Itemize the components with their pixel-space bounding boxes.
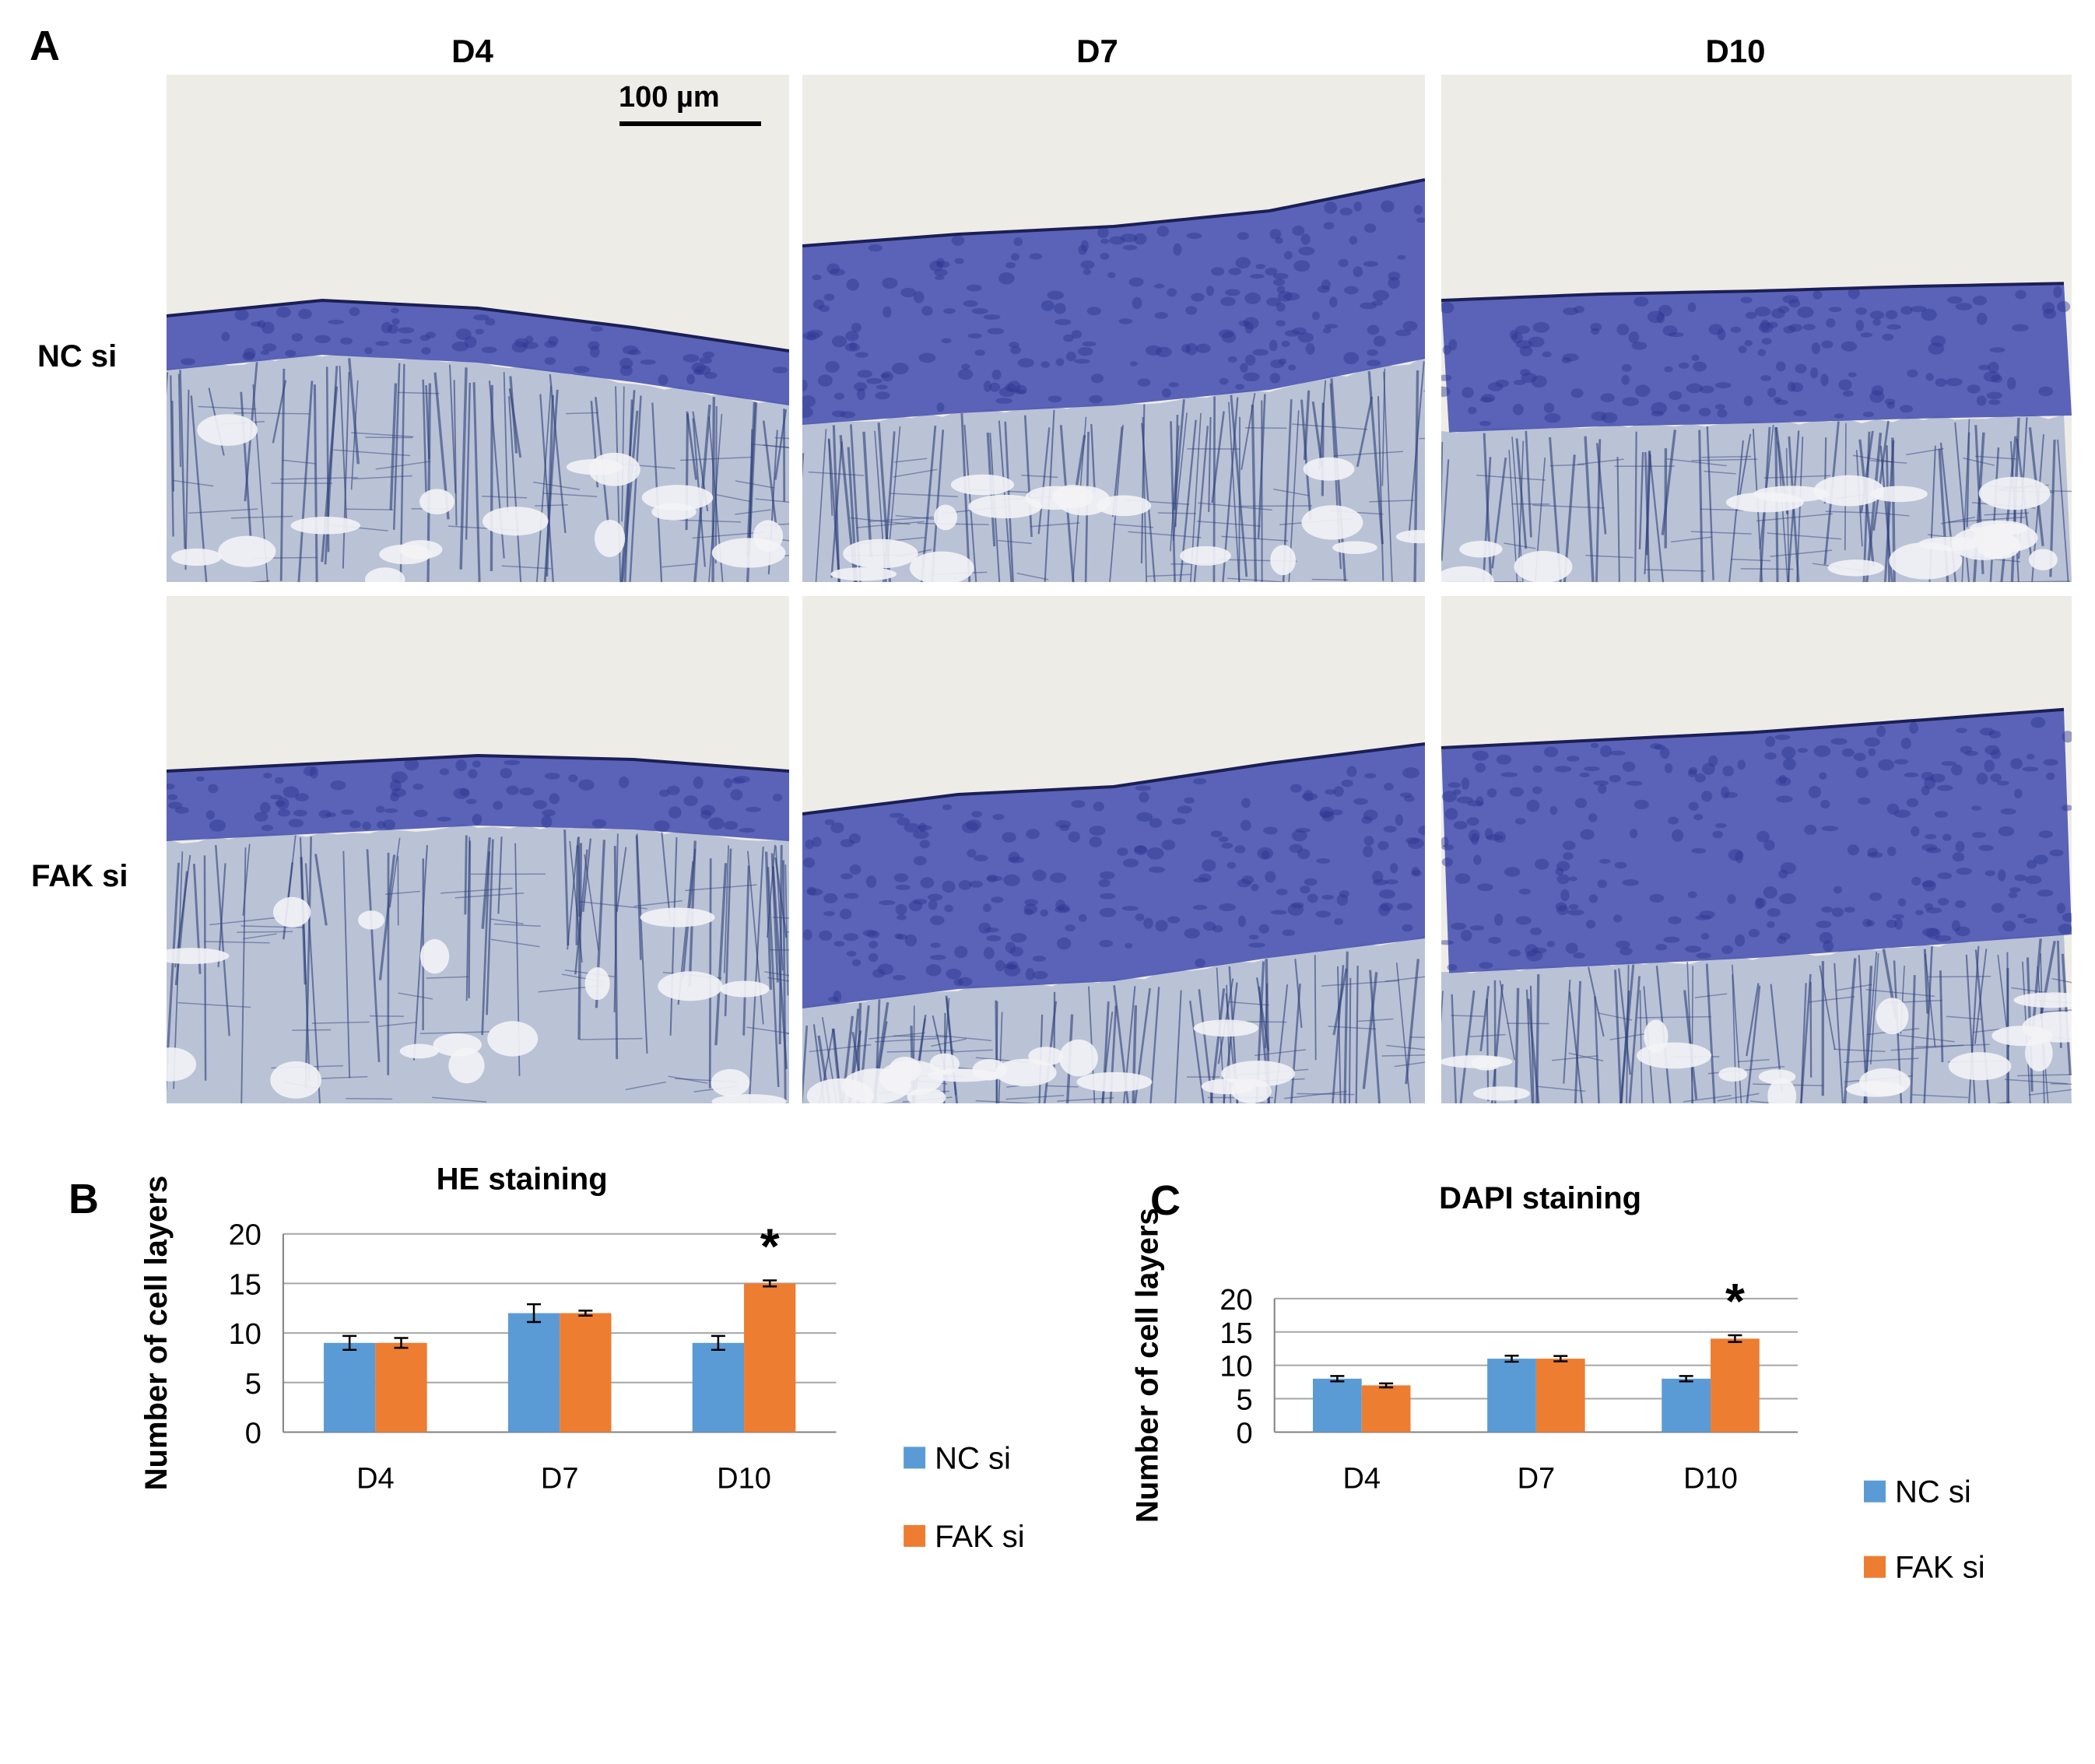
bar-fak-si-d4: [1361, 1385, 1411, 1433]
scale-bar: [619, 121, 761, 126]
legend-label: NC si: [1895, 1475, 1971, 1510]
y-tick-label: 5: [1237, 1384, 1253, 1417]
x-tick-label: D4: [356, 1462, 395, 1495]
bar-fak-si-d4: [375, 1342, 427, 1433]
legend-label: NC si: [935, 1441, 1011, 1475]
y-tick-label: 20: [1219, 1284, 1252, 1317]
y-tick-label: 15: [1219, 1317, 1252, 1350]
legend-swatch: [1864, 1555, 1886, 1578]
column-label-d10: D10: [1705, 33, 1766, 69]
y-tick-label: 0: [245, 1417, 261, 1450]
micrograph-fak-d7: [802, 596, 1425, 1103]
chart-title: HE staining: [437, 1163, 608, 1197]
x-tick-label: D7: [541, 1462, 579, 1495]
panel-letter-c: C: [1150, 1177, 1181, 1224]
y-tick-label: 10: [229, 1318, 261, 1351]
legend-swatch: [904, 1524, 926, 1547]
bar-nc-si-d10: [1662, 1378, 1711, 1433]
y-tick-label: 20: [229, 1219, 261, 1252]
legend-label: FAK si: [1895, 1551, 1985, 1585]
micrograph-fak-d10: [1441, 596, 2072, 1103]
bar-nc-si-d4: [1312, 1378, 1362, 1433]
x-tick-label: D4: [1342, 1462, 1381, 1495]
row-label-nc-si: NC si: [37, 339, 118, 373]
legend-swatch: [904, 1447, 926, 1469]
significance-asterisk: *: [1725, 1273, 1745, 1329]
column-label-d7: D7: [1076, 33, 1118, 69]
row-label-fak-si: FAK si: [31, 859, 128, 893]
bar-nc-si-d7: [507, 1313, 560, 1433]
y-tick-label: 0: [1237, 1417, 1253, 1450]
bar-nc-si-d10: [692, 1342, 745, 1433]
y-tick-label: 5: [245, 1368, 261, 1401]
bar-nc-si-d4: [324, 1342, 376, 1433]
chart-title: DAPI staining: [1439, 1181, 1641, 1215]
x-tick-label: D7: [1518, 1462, 1556, 1495]
micrograph-fak-d4: [167, 596, 789, 1103]
legend-swatch: [1864, 1480, 1886, 1503]
y-axis-label: Number of cell layers: [139, 1176, 174, 1491]
column-label-d4: D4: [451, 33, 493, 69]
micrograph-nc-d10: [1441, 75, 2072, 582]
bar-fak-si-d10: [1711, 1338, 1760, 1433]
panel-letter-b: B: [68, 1176, 99, 1222]
significance-asterisk: *: [760, 1219, 780, 1275]
x-tick-label: D10: [717, 1462, 771, 1495]
y-tick-label: 15: [229, 1268, 261, 1301]
bar-fak-si-d7: [1535, 1359, 1585, 1433]
y-tick-label: 10: [1219, 1351, 1252, 1383]
chart-he-staining: HE staining 0 5 10 15 20 Number of cell layers…: [139, 1163, 1025, 1554]
scale-bar-label: 100 µm: [619, 81, 720, 114]
bar-fak-si-d7: [560, 1313, 612, 1433]
x-tick-label: D10: [1683, 1462, 1738, 1495]
micrograph-nc-d7: [802, 75, 1425, 582]
bar-nc-si-d7: [1487, 1359, 1536, 1433]
y-axis-label: Number of cell layers: [1131, 1208, 1165, 1523]
micrograph-nc-d4: [167, 75, 789, 582]
panel-letter-a: A: [30, 23, 60, 69]
legend-label: FAK si: [935, 1520, 1025, 1554]
bar-fak-si-d10: [744, 1283, 796, 1433]
